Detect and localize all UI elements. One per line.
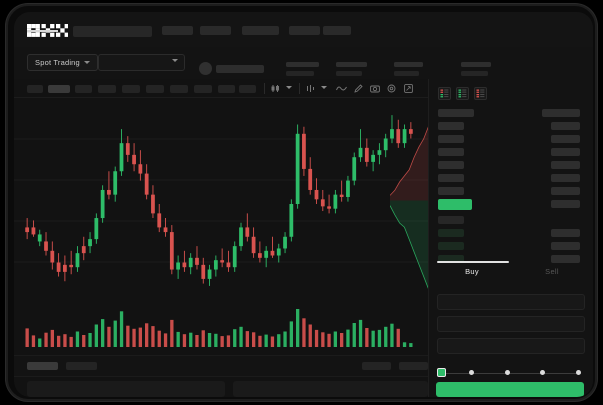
coin-avatar-icon <box>199 62 212 75</box>
orderbook-size-cell <box>551 229 580 237</box>
orderbook-row-ask[interactable] <box>438 135 464 143</box>
trading-mode-selector[interactable]: Spot Trading <box>27 54 98 71</box>
line-tool-icon[interactable] <box>336 84 347 93</box>
timeframe-3[interactable] <box>75 85 92 93</box>
stat-24h-high-low <box>394 62 423 76</box>
trading-mode-label: Spot Trading <box>35 58 80 67</box>
tab-open-orders[interactable] <box>27 362 58 370</box>
volume-histogram-chart <box>25 309 413 347</box>
stat-24h-change <box>336 62 367 76</box>
orderbook-row-bid[interactable] <box>438 242 464 250</box>
timeframe-1[interactable] <box>27 85 43 93</box>
amount-percent-slider[interactable] <box>438 373 581 374</box>
app-screen: Spot Trading <box>14 12 593 397</box>
amount-input[interactable] <box>437 316 585 332</box>
timeframe-8[interactable] <box>194 85 212 93</box>
search-input[interactable] <box>73 26 152 37</box>
orderbook-last-price <box>438 199 472 210</box>
orderbook-row-ask[interactable] <box>438 148 464 156</box>
toolbar-divider <box>299 83 300 94</box>
tab-order-history[interactable] <box>66 362 97 370</box>
drawing-pencil-icon[interactable] <box>354 84 363 93</box>
orderbook-row-ask[interactable] <box>438 161 464 169</box>
chart-settings-gear-icon[interactable] <box>387 84 396 93</box>
stat-24h-volume <box>461 62 491 76</box>
orderbook-mode-bids-icon[interactable] <box>456 87 469 100</box>
timeframe-4[interactable] <box>98 85 116 93</box>
timeframe-6[interactable] <box>146 85 164 93</box>
tab-buy[interactable]: Buy <box>465 267 479 276</box>
side-tab-underline <box>437 261 509 263</box>
orderbook-size-cell <box>551 200 580 208</box>
total-input[interactable] <box>437 338 585 354</box>
orderbook-size-cell <box>542 109 580 117</box>
candlestick-type-icon[interactable] <box>271 84 280 93</box>
order-side-tabs: Buy Sell <box>429 261 593 285</box>
indicators-chevron-icon[interactable] <box>321 86 327 89</box>
orderbook-row-ask[interactable] <box>438 122 464 130</box>
price-input[interactable] <box>437 294 585 310</box>
pair-selector[interactable] <box>98 54 185 71</box>
bottom-panel-tabs <box>14 355 428 377</box>
orderbook-row-bid[interactable] <box>438 255 464 263</box>
candlestick-price-chart[interactable] <box>14 98 428 303</box>
chevron-down-icon <box>172 59 178 62</box>
orderbook-row-bid[interactable] <box>438 216 464 224</box>
nav-item-1[interactable] <box>162 26 193 35</box>
device-frame: Spot Trading <box>6 4 597 401</box>
fullscreen-icon[interactable] <box>404 84 413 93</box>
toolbar-divider <box>264 83 265 94</box>
tab-sell[interactable]: Sell <box>545 267 559 276</box>
bottom-action-1[interactable] <box>362 362 391 370</box>
timeframe-5[interactable] <box>122 85 140 93</box>
timeframe-10[interactable] <box>239 85 256 93</box>
slider-step-75[interactable] <box>540 370 546 375</box>
orderbook-row-ask[interactable] <box>438 174 464 182</box>
slider-step-25[interactable] <box>468 370 474 375</box>
chart-type-chevron-icon[interactable] <box>286 86 292 89</box>
orderbook-size-cell <box>551 174 580 182</box>
chart-toolbar <box>14 79 428 98</box>
pair-name-label <box>216 65 264 73</box>
bottom-panel-left[interactable] <box>27 381 225 397</box>
bottom-action-2[interactable] <box>399 362 428 370</box>
slider-step-50[interactable] <box>504 370 510 375</box>
orderbook-size-cell <box>551 122 580 130</box>
stat-last-price <box>286 62 319 76</box>
slider-step-100[interactable] <box>576 370 581 375</box>
orderbook-size-cell <box>551 242 580 250</box>
orderbook-size-cell <box>551 135 580 143</box>
slider-handle[interactable] <box>437 368 446 377</box>
top-header-bar <box>14 12 593 47</box>
nav-item-3[interactable] <box>242 26 279 35</box>
snapshot-camera-icon[interactable] <box>370 84 380 93</box>
nav-item-5[interactable] <box>323 26 351 35</box>
bottom-panel-right[interactable] <box>233 381 428 397</box>
orderbook-row-ask[interactable] <box>438 187 464 195</box>
right-rail: Buy Sell <box>428 79 593 397</box>
nav-item-2[interactable] <box>200 26 231 35</box>
chevron-down-icon <box>83 61 90 64</box>
orderbook-size-cell <box>551 187 580 195</box>
indicators-icon[interactable] <box>306 84 315 93</box>
orderbook-mode-asks-icon[interactable] <box>474 87 487 100</box>
place-buy-order-button[interactable] <box>436 382 584 397</box>
timeframe-7[interactable] <box>170 85 188 93</box>
timeframe-9[interactable] <box>218 85 235 93</box>
orderbook-row-bid[interactable] <box>438 229 464 237</box>
orderbook-mode-both-icon[interactable] <box>438 87 451 100</box>
active-tab-underline <box>27 30 58 32</box>
nav-item-4[interactable] <box>289 26 320 35</box>
orderbook-size-cell <box>551 148 580 156</box>
orderbook-row-ask[interactable] <box>438 109 474 117</box>
orderbook-size-cell <box>551 255 580 263</box>
orderbook-size-cell <box>551 161 580 169</box>
timeframe-2[interactable] <box>48 85 70 93</box>
